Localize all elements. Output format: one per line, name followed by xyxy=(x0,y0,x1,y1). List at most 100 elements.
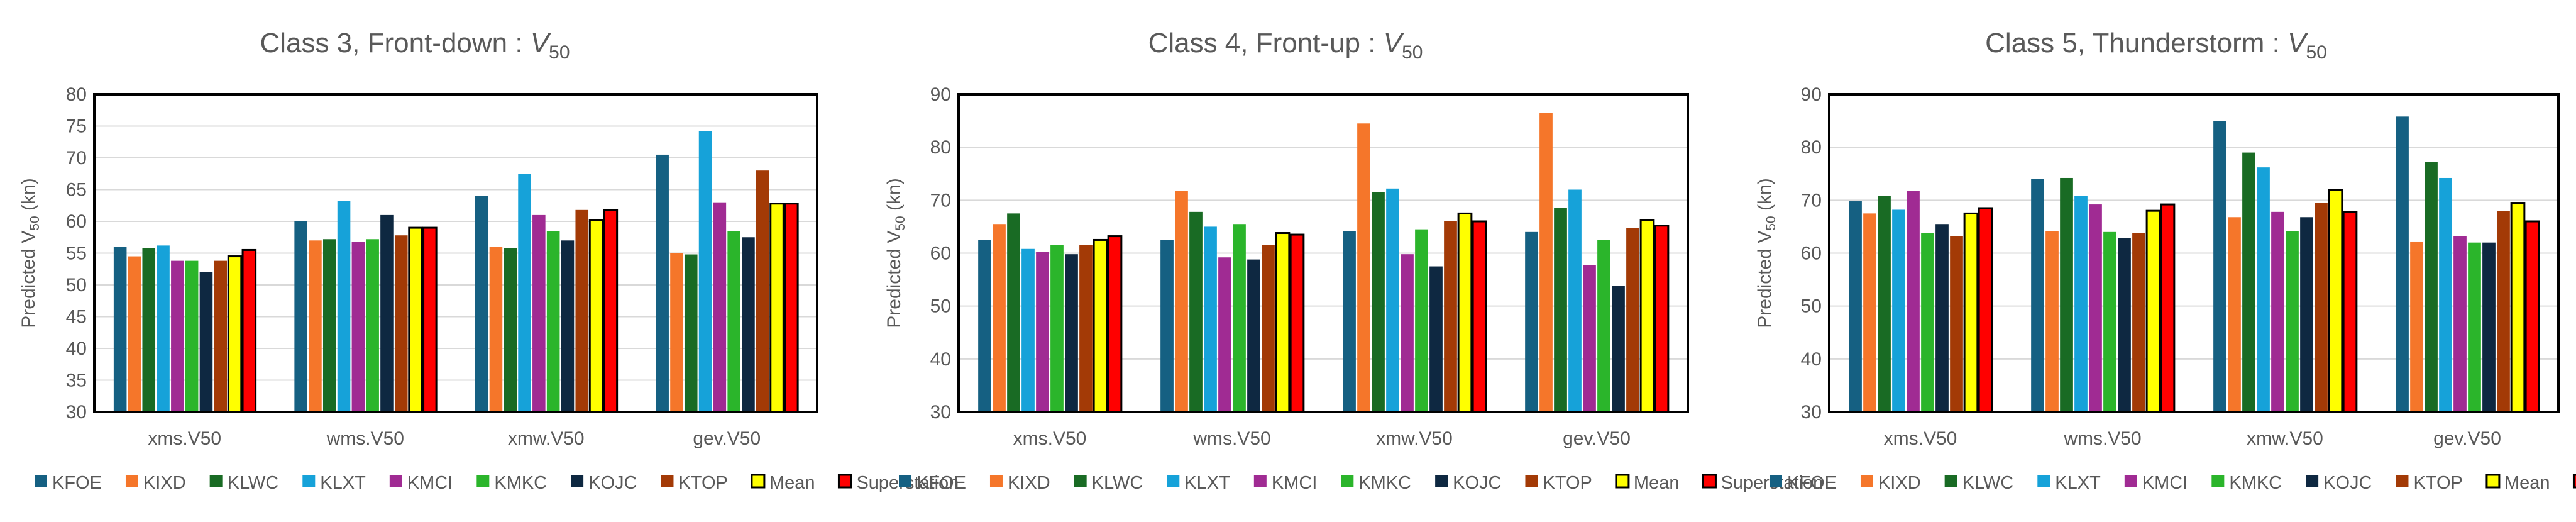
bar-kfoe-gev-v50 xyxy=(656,154,669,412)
bar-superstation-xms-v50 xyxy=(241,248,257,413)
x-category-label: wms.V50 xyxy=(1192,428,1270,449)
bar-kixd-gev-v50 xyxy=(2410,241,2423,412)
bar-kixd-wms-v50 xyxy=(309,240,322,412)
y-tick-label: 45 xyxy=(66,307,87,328)
legend-label-kixd: KIXD xyxy=(1008,473,1050,493)
legend-swatch-ktop xyxy=(2396,475,2409,487)
chart-title: Class 3, Front-down : V50 xyxy=(260,28,570,63)
legend-swatch-kmci xyxy=(2124,475,2137,487)
bar-kojc-wms-v50 xyxy=(1247,259,1260,412)
bar-kojc-xmw-v50 xyxy=(1429,266,1443,412)
bar-kojc-gev-v50 xyxy=(2482,242,2496,412)
legend-label-klwc: KLWC xyxy=(1092,473,1143,493)
bar-kixd-wms-v50 xyxy=(1175,191,1188,412)
legend-label-kmci: KMCI xyxy=(2142,473,2188,493)
y-tick-label: 80 xyxy=(930,137,951,158)
bar-kojc-wms-v50 xyxy=(380,214,394,412)
y-tick-label: 65 xyxy=(66,180,87,201)
legend-label-kmkc: KMKC xyxy=(494,473,547,493)
legend-swatch-kmci xyxy=(1253,475,1267,487)
plot-border xyxy=(1828,93,2560,413)
bar-klwc-gev-v50 xyxy=(2425,162,2438,412)
bar-kfoe-xmw-v50 xyxy=(1343,231,1356,412)
legend-swatch-ktop xyxy=(1525,475,1538,487)
bar-klxt-xms-v50 xyxy=(157,245,170,412)
bar-klwc-xms-v50 xyxy=(1878,196,1891,412)
bar-mean-xmw-v50 xyxy=(2328,189,2343,413)
bar-kixd-xmw-v50 xyxy=(489,247,503,412)
legend-swatch-klwc xyxy=(209,475,223,487)
legend-swatch-kfoe xyxy=(35,475,47,487)
legend-label-kmci: KMCI xyxy=(1272,473,1318,493)
bar-kfoe-xms-v50 xyxy=(978,240,991,412)
bar-kixd-xmw-v50 xyxy=(1357,123,1370,413)
bar-ktop-gev-v50 xyxy=(2497,211,2510,412)
legend-label-kojc: KOJC xyxy=(588,473,637,493)
bar-klxt-wms-v50 xyxy=(337,201,351,412)
bar-klxt-xmw-v50 xyxy=(1386,188,1399,412)
bar-superstation-xmw-v50 xyxy=(2342,211,2358,413)
bar-klwc-gev-v50 xyxy=(1554,208,1567,412)
chart-panel-3: Class 5, Thunderstorm : V50 30 40 50 60 70 80 9… xyxy=(1754,28,2576,493)
bar-kixd-xms-v50 xyxy=(128,256,141,412)
bar-mean-xms-v50 xyxy=(1093,238,1108,413)
bar-klxt-gev-v50 xyxy=(2439,177,2452,412)
y-tick-label: 50 xyxy=(930,296,951,317)
x-category-label: xms.V50 xyxy=(148,428,221,449)
bar-ktop-wms-v50 xyxy=(1262,245,1275,413)
bar-klxt-xmw-v50 xyxy=(2257,167,2270,412)
bar-kmci-xms-v50 xyxy=(1907,191,1920,412)
legend-swatch-kmkc xyxy=(1341,475,1354,487)
bar-ktop-gev-v50 xyxy=(1626,228,1639,412)
bar-klxt-wms-v50 xyxy=(2074,196,2088,412)
legend-label-kfoe: KFOE xyxy=(52,473,102,493)
legend-swatch-kojc xyxy=(2306,475,2319,487)
x-category-label: wms.V50 xyxy=(2063,428,2141,449)
plot-border xyxy=(957,93,1689,413)
legend-label-kojc: KOJC xyxy=(1453,473,1501,493)
legend-swatch-ktop xyxy=(661,475,674,487)
bar-kmci-gev-v50 xyxy=(713,202,727,412)
x-category-label: xms.V50 xyxy=(1013,428,1087,449)
y-tick-label: 50 xyxy=(1801,296,1822,317)
legend-label-mean: Mean xyxy=(2504,473,2550,493)
legend-label-klwc: KLWC xyxy=(1962,473,2014,493)
y-axis-label: Predicted V50 (kn) xyxy=(18,178,42,328)
bar-kmci-xms-v50 xyxy=(171,260,184,412)
bar-kojc-gev-v50 xyxy=(742,237,755,412)
bar-klxt-xmw-v50 xyxy=(518,174,531,412)
bar-mean-gev-v50 xyxy=(2510,202,2526,413)
y-tick-label: 40 xyxy=(1801,349,1822,370)
legend-label-mean: Mean xyxy=(769,473,815,493)
bar-kixd-wms-v50 xyxy=(2045,231,2059,412)
legend-swatch-mean xyxy=(1615,474,1630,489)
bar-ktop-xms-v50 xyxy=(1079,245,1093,413)
bar-kmci-xmw-v50 xyxy=(2271,211,2284,412)
bar-klwc-xmw-v50 xyxy=(1372,192,1385,412)
y-tick-label: 60 xyxy=(1801,243,1822,264)
bar-mean-xmw-v50 xyxy=(588,219,604,413)
legend-swatch-kmkc xyxy=(476,475,490,487)
bar-mean-gev-v50 xyxy=(769,203,784,413)
bar-kmci-wms-v50 xyxy=(351,242,365,412)
bar-klwc-gev-v50 xyxy=(684,254,698,412)
bar-superstation-xms-v50 xyxy=(1107,235,1123,413)
bar-klxt-gev-v50 xyxy=(698,131,712,412)
legend-swatch-superstation xyxy=(1702,474,1717,489)
bar-kfoe-wms-v50 xyxy=(1160,240,1174,412)
bar-superstation-xmw-v50 xyxy=(1472,220,1487,413)
bar-kmci-xms-v50 xyxy=(1036,252,1049,412)
bar-kmci-wms-v50 xyxy=(2089,204,2102,412)
bar-kojc-xmw-v50 xyxy=(2300,217,2313,412)
legend-swatch-mean xyxy=(751,474,766,489)
legend-swatch-superstation xyxy=(2572,474,2576,489)
y-tick-label: 70 xyxy=(66,148,87,169)
bar-klxt-gev-v50 xyxy=(1568,189,1582,412)
y-tick-label: 30 xyxy=(1801,402,1822,423)
legend-label-kmkc: KMKC xyxy=(1358,473,1411,493)
bar-kixd-xms-v50 xyxy=(993,224,1006,412)
bar-ktop-xmw-v50 xyxy=(575,209,589,412)
legend: KFOEKIXDKLWCKLXTKMCIKMKCKOJCKTOPMeanSupe… xyxy=(35,473,959,493)
legend-label-mean: Mean xyxy=(1634,473,1680,493)
